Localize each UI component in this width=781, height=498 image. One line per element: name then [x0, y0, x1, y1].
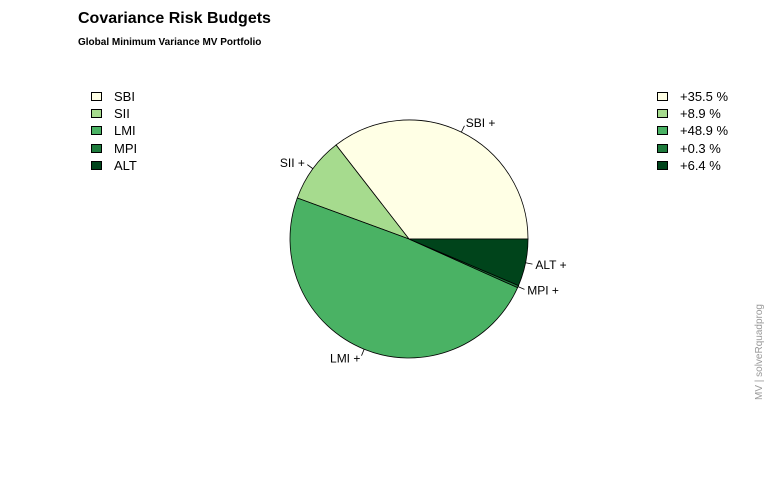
legend-swatch-sii [91, 109, 102, 119]
legend-value-item-sbi: +35.5 % [657, 88, 728, 105]
chart-title: Covariance Risk Budgets [78, 10, 271, 27]
legend-label-alt: ALT [114, 157, 137, 173]
pie-slice-lmi [289, 197, 519, 359]
legend-value-mpi: +0.3 % [680, 140, 721, 156]
legend-value-lmi: +48.9 % [680, 123, 729, 139]
legend-value-item-sii: +8.9 % [657, 105, 728, 122]
legend-item-sbi: SBI [91, 88, 137, 105]
legend-value-swatch-sii [657, 109, 668, 119]
legend-item-alt: ALT [91, 157, 137, 174]
legend-label-sbi: SBI [114, 89, 135, 105]
pie-tick-lmi [361, 349, 365, 356]
pie-tick-sii [307, 164, 314, 170]
pie-label-lmi: LMI + [330, 351, 360, 365]
legend-value-item-alt: +6.4 % [657, 157, 728, 174]
legend-label-lmi: LMI [114, 123, 136, 139]
legend-swatch-sbi [91, 92, 102, 102]
legend-item-mpi: MPI [91, 140, 137, 157]
pie-tick-alt [525, 262, 533, 265]
legend-value-swatch-mpi [657, 143, 668, 153]
legend-value-swatch-sbi [657, 92, 668, 102]
pie-tick-sbi [460, 125, 465, 133]
pie-label-sbi: SBI + [466, 116, 496, 130]
legend-value-sbi: +35.5 % [680, 89, 729, 105]
pie-tick-mpi [517, 286, 525, 290]
side-label: MV | solveRquadprog [754, 304, 765, 400]
legend-swatch-lmi [91, 126, 102, 136]
legend-value-alt: +6.4 % [680, 157, 721, 173]
legend-swatch-mpi [91, 143, 102, 153]
legend-label-sii: SII [114, 106, 130, 122]
chart-subtitle: Global Minimum Variance MV Portfolio [78, 37, 262, 48]
legend-item-sii: SII [91, 105, 137, 122]
pie-label-mpi: MPI + [527, 284, 559, 298]
legend-item-lmi: LMI [91, 122, 137, 139]
legend-value-swatch-lmi [657, 126, 668, 136]
pie-label-alt: ALT + [535, 258, 566, 272]
legend-value-swatch-alt [657, 160, 668, 170]
legend-value-item-mpi: +0.3 % [657, 140, 728, 157]
legend-categories: SBI SII LMI MPI ALT [91, 88, 137, 174]
legend-swatch-alt [91, 160, 102, 170]
legend-label-mpi: MPI [114, 140, 138, 156]
legend-values: +35.5 % +8.9 % +48.9 % +0.3 % +6.4 % [657, 88, 728, 174]
legend-value-item-lmi: +48.9 % [657, 122, 728, 139]
legend-value-sii: +8.9 % [680, 106, 721, 122]
pie-label-sii: SII + [280, 156, 305, 170]
